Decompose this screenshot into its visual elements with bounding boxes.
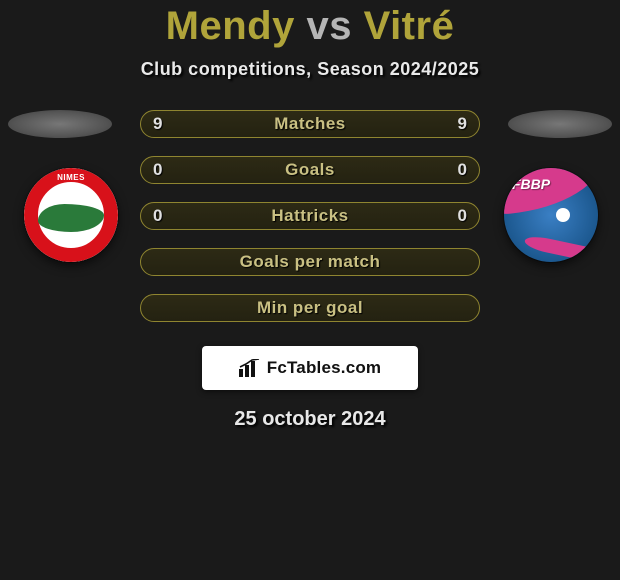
player2-photo-placeholder — [508, 110, 612, 138]
stat-row-hattricks: 0 Hattricks 0 — [140, 202, 480, 230]
player1-club-badge: NIMES — [24, 168, 118, 262]
stat-value-right: 9 — [458, 114, 467, 134]
stat-row-min-per-goal: Min per goal — [140, 294, 480, 322]
badge-label: FBBP — [512, 176, 550, 192]
stat-row-matches: 9 Matches 9 — [140, 110, 480, 138]
stats-rows: 9 Matches 9 0 Goals 0 0 Hattricks 0 Goal… — [140, 110, 480, 322]
stat-value-right: 0 — [458, 160, 467, 180]
title-player1: Mendy — [166, 4, 295, 48]
stats-arena: NIMES FBBP 9 Matches 9 0 Goals 0 0 Hattr… — [0, 110, 620, 322]
brand-text: FcTables.com — [267, 358, 382, 378]
comparison-card: Mendy vs Vitré Club competitions, Season… — [0, 0, 620, 580]
title-player2: Vitré — [364, 4, 455, 48]
ball-icon — [556, 208, 570, 222]
stat-value-left: 0 — [153, 206, 162, 226]
stat-value-right: 0 — [458, 206, 467, 226]
title-vs: vs — [306, 4, 352, 48]
stat-value-left: 0 — [153, 160, 162, 180]
brand-box: FcTables.com — [202, 346, 418, 390]
bars-icon — [239, 359, 261, 377]
stat-label: Matches — [274, 114, 346, 134]
player1-photo-placeholder — [8, 110, 112, 138]
stat-label: Hattricks — [271, 206, 348, 226]
stat-label: Goals per match — [240, 252, 381, 272]
stat-row-goals-per-match: Goals per match — [140, 248, 480, 276]
badge-swoosh-2 — [523, 234, 598, 262]
subtitle: Club competitions, Season 2024/2025 — [141, 59, 480, 80]
page-title: Mendy vs Vitré — [166, 4, 455, 49]
date-text: 25 october 2024 — [234, 408, 385, 431]
player2-club-badge: FBBP — [504, 168, 598, 262]
stat-value-left: 9 — [153, 114, 162, 134]
badge-text-top: NIMES — [24, 174, 118, 182]
stat-row-goals: 0 Goals 0 — [140, 156, 480, 184]
stat-label: Min per goal — [257, 298, 363, 318]
stat-label: Goals — [285, 160, 335, 180]
